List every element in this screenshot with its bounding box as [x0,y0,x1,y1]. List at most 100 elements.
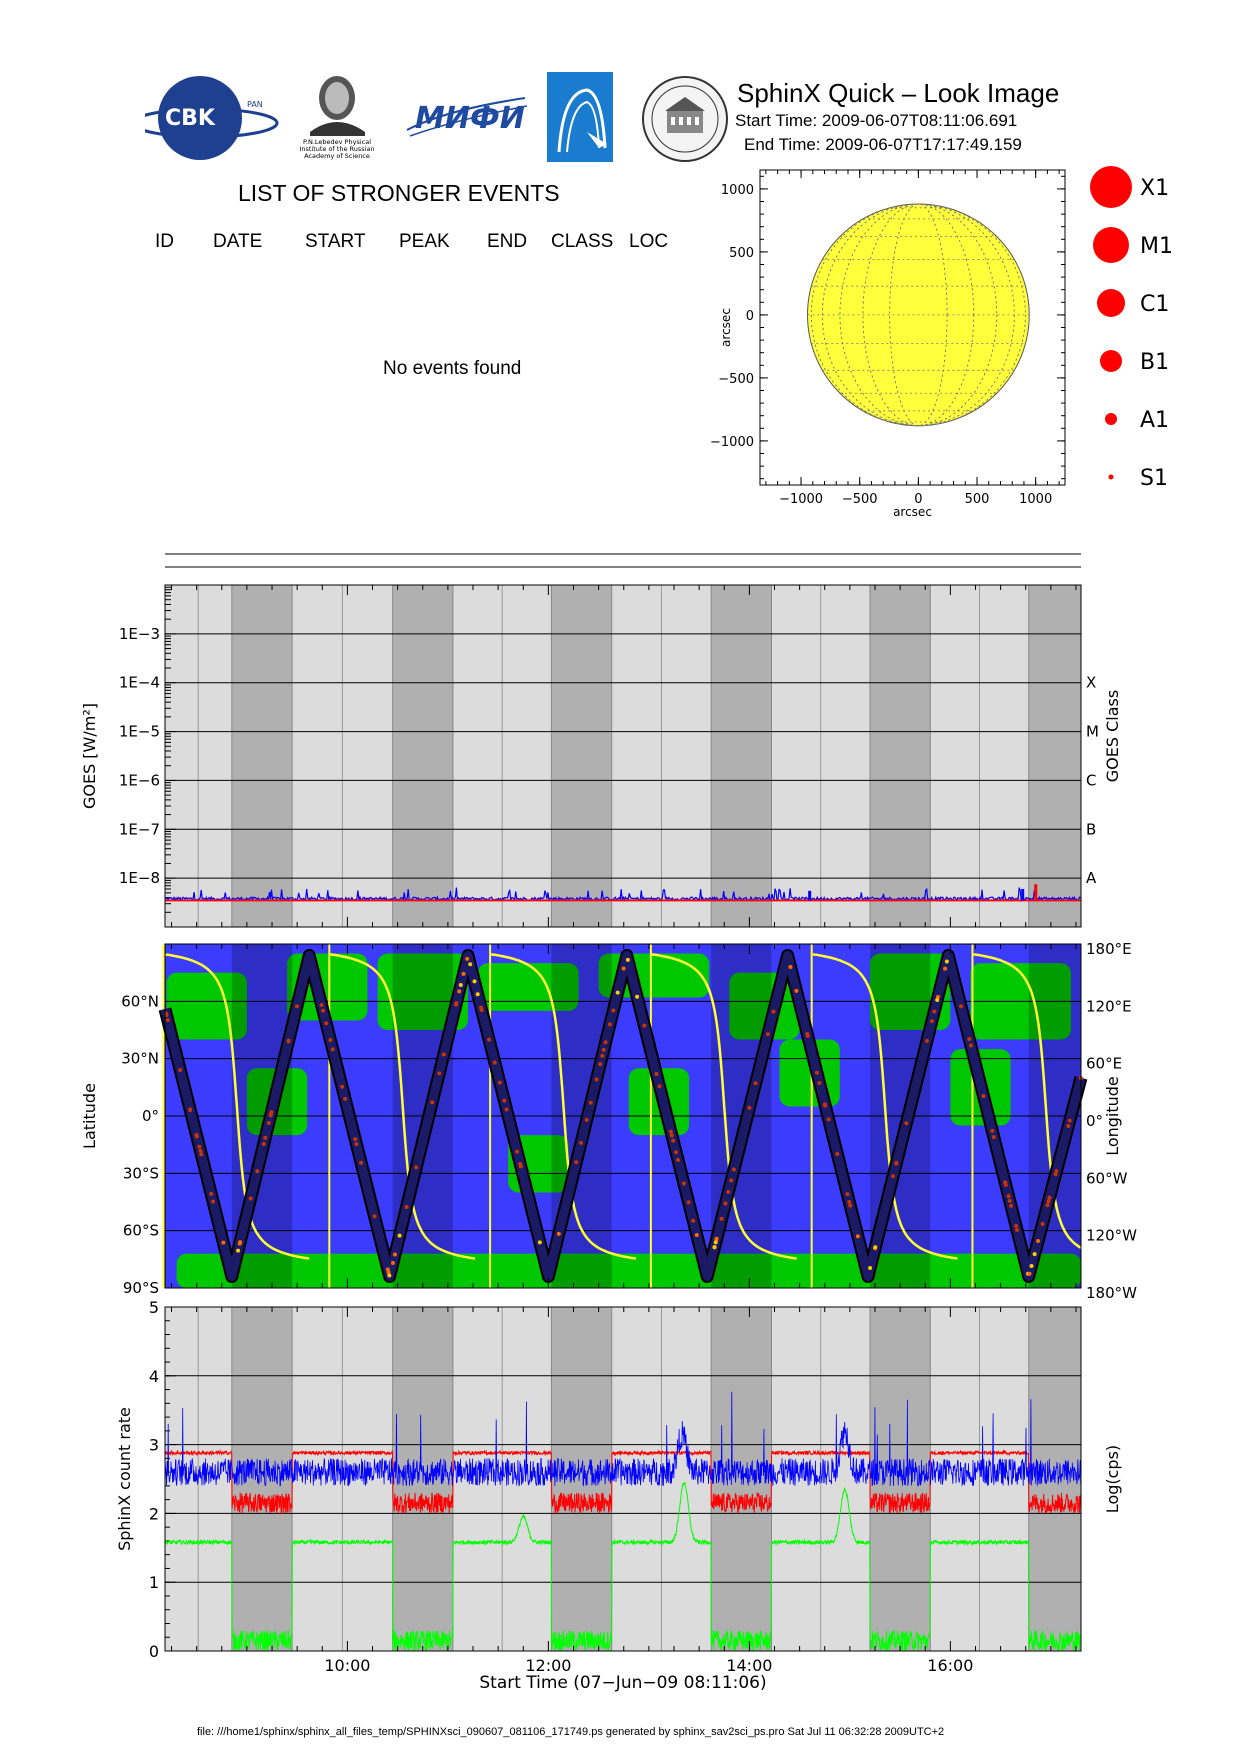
column-loc: LOC [629,231,669,252]
orbit-count-marker [615,990,620,995]
orbit-count-marker [178,1067,183,1072]
goes-y-tick-label: 1E−6 [119,771,160,789]
flare-class-label: C1 [1140,292,1169,317]
count-y-axis-label: SphinX count rate [115,1407,134,1551]
orbit-count-marker [944,959,949,964]
orbit-count-marker [929,1019,934,1024]
orbit-count-marker [385,1267,390,1272]
cbk-logo: CBK PAN [145,76,279,160]
orbit-count-marker [814,1070,819,1075]
goes-class-label: X [1086,674,1096,692]
orbit-count-marker [1066,1123,1071,1128]
time-tick-label: 12:00 [525,1656,571,1675]
orbit-count-marker [515,1149,520,1154]
column-start: START [305,231,366,252]
orbit-count-marker [932,1009,937,1014]
orbit-count-marker [194,1133,199,1138]
orbit-count-marker [654,1072,659,1077]
orbit-count-marker [1047,1195,1052,1200]
orbit-count-marker [873,1245,878,1250]
svg-text:Academy of Science: Academy of Science [304,152,370,160]
goes-y-tick-label: 1E−7 [119,820,160,838]
events-title: LIST OF STRONGER EVENTS [238,180,560,206]
orbit-count-marker [845,1192,850,1197]
orbit-count-marker [475,992,480,997]
lebedev-logo: P.N.Lebedev Physical Institute of the Ru… [299,76,375,160]
flare-class-marker [1100,350,1122,372]
orbit-count-marker [266,1120,271,1125]
orbit-count-marker [414,1165,419,1170]
no-events-message: No events found [383,358,522,379]
count-y-tick-label: 1 [149,1573,159,1592]
goes-y-axis-label: GOES [W/m²] [80,703,99,809]
orbit-count-marker [603,1040,608,1045]
map-lon-label: 180°E [1086,940,1132,958]
x-tick-label: −500 [842,492,878,507]
orbit-count-marker [479,1005,484,1010]
orbit-count-marker [468,962,473,967]
count-blue-series [164,1391,1082,1487]
orbit-count-marker [1040,1222,1045,1227]
orbit-count-marker [794,988,799,993]
flare-class-legend: X1 M1 C1 B1 A1 S1 [1090,166,1173,491]
column-end: END [487,231,528,252]
orbit-count-marker [1003,1180,1008,1185]
solar-disk-chart: −1000 −500 0 500 1000 −1000 −500 0 500 1000 arcsec… [710,169,1066,519]
orbit-count-marker [1009,1203,1014,1208]
orbit-count-marker [1029,1263,1034,1268]
goes-night-band [711,585,772,927]
longitude-grid-line [862,203,975,427]
orbit-count-marker [340,1084,345,1089]
orbit-count-marker [848,1203,853,1208]
svg-text:CBK: CBK [165,106,216,131]
goes-frame [164,584,1082,928]
map-land [478,963,579,1011]
goes-y-tick-label: 1E−3 [119,625,160,643]
orbit-count-marker [457,989,462,994]
y-tick-label: 500 [729,246,754,261]
orbit-count-marker [221,1240,226,1245]
orbit-count-marker [835,1151,840,1156]
column-id: ID [155,231,174,252]
orbit-count-marker [263,1135,268,1140]
orbit-count-marker [165,1018,170,1023]
y-axis-label: arcsec [719,308,733,347]
orbit-count-marker [1046,1199,1051,1204]
orbit-count-marker [657,1084,662,1089]
flare-class-marker [1108,474,1114,480]
orbit-count-marker [713,1240,718,1245]
orbit-count-marker [729,1178,734,1183]
map-terminator-curve [812,953,958,1260]
longitude-grid-line [889,203,948,427]
y-tick-label: −500 [718,372,754,387]
orbit-count-marker [354,1142,359,1147]
orbit-count-marker [726,1189,731,1194]
svg-text:P.N.Lebedev Physical: P.N.Lebedev Physical [303,138,371,146]
longitude-grid-line [821,203,1015,427]
orbit-count-marker [353,1137,358,1142]
orbit-count-marker [675,1157,680,1162]
orbit-count-marker [238,1240,243,1245]
x-tick-label: 1000 [1019,492,1052,507]
mifi-logo: МИФИ [406,97,528,137]
orbit-count-marker [211,1199,216,1204]
orbit-count-marker [981,1094,986,1099]
orbit-count-marker [584,1117,589,1122]
count-y-tick-label: 3 [149,1436,159,1455]
orbit-count-marker [324,1021,329,1026]
count-x-axis-label: Start Time (07−Jun−09 08:11:06) [479,1673,766,1693]
orbit-count-marker [1053,1172,1058,1177]
orbit-count-marker [209,1191,214,1196]
orbit-count-marker [492,1060,497,1065]
map-terminator-curve [651,953,797,1260]
orbit-count-marker [255,1169,260,1174]
flare-class-marker [1105,413,1117,425]
count-right-axis-label: Log(cps) [1103,1445,1122,1513]
orbit-count-marker [765,1032,770,1037]
map-lat-label: 60°S [123,1222,159,1240]
map-lon-label: 60°E [1086,1055,1122,1073]
orbit-count-marker [674,1150,679,1155]
orbit-track [160,951,1086,1281]
x-axis-label: arcsec [893,505,932,519]
orbit-count-marker [504,1107,509,1112]
